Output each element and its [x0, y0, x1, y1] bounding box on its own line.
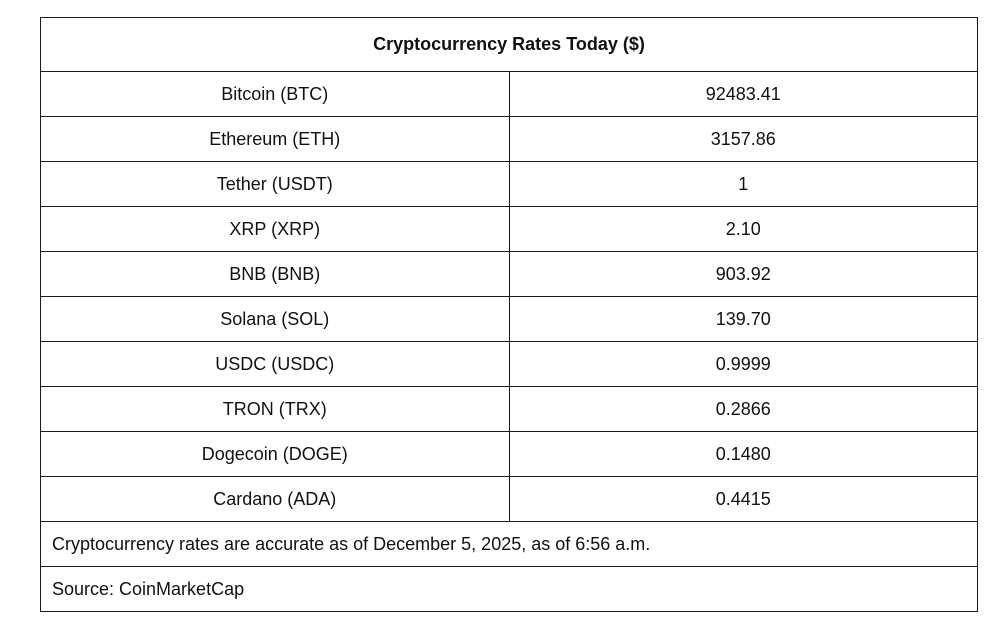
crypto-name-cell: Solana (SOL) [40, 296, 510, 342]
rates-timestamp-note: Cryptocurrency rates are accurate as of … [40, 521, 978, 567]
crypto-value-cell: 0.9999 [508, 341, 978, 387]
crypto-value-cell: 1 [508, 161, 978, 207]
crypto-name-cell: XRP (XRP) [40, 206, 510, 252]
table-source-row: Source: CoinMarketCap [40, 566, 978, 612]
crypto-value-cell: 0.4415 [508, 476, 978, 522]
table-row: Dogecoin (DOGE) 0.1480 [40, 431, 978, 477]
crypto-value-cell: 92483.41 [508, 71, 978, 117]
table-row: Bitcoin (BTC) 92483.41 [40, 71, 978, 117]
crypto-value-cell: 0.2866 [508, 386, 978, 432]
table-row: TRON (TRX) 0.2866 [40, 386, 978, 432]
crypto-name-cell: Bitcoin (BTC) [40, 71, 510, 117]
crypto-value-cell: 139.70 [508, 296, 978, 342]
crypto-name-cell: TRON (TRX) [40, 386, 510, 432]
table-row: BNB (BNB) 903.92 [40, 251, 978, 297]
crypto-value-cell: 0.1480 [508, 431, 978, 477]
table-row: Ethereum (ETH) 3157.86 [40, 116, 978, 162]
table-row: Tether (USDT) 1 [40, 161, 978, 207]
table-row: Cardano (ADA) 0.4415 [40, 476, 978, 522]
crypto-value-cell: 903.92 [508, 251, 978, 297]
crypto-name-cell: Cardano (ADA) [40, 476, 510, 522]
table-note-row: Cryptocurrency rates are accurate as of … [40, 521, 978, 567]
table-row: Solana (SOL) 139.70 [40, 296, 978, 342]
crypto-name-cell: BNB (BNB) [40, 251, 510, 297]
table-title: Cryptocurrency Rates Today ($) [40, 17, 978, 72]
crypto-value-cell: 3157.86 [508, 116, 978, 162]
table-title-row: Cryptocurrency Rates Today ($) [40, 17, 978, 72]
crypto-value-cell: 2.10 [508, 206, 978, 252]
crypto-rates-table: Cryptocurrency Rates Today ($) Bitcoin (… [40, 17, 978, 612]
crypto-name-cell: Dogecoin (DOGE) [40, 431, 510, 477]
table-row: USDC (USDC) 0.9999 [40, 341, 978, 387]
crypto-name-cell: Tether (USDT) [40, 161, 510, 207]
table-row: XRP (XRP) 2.10 [40, 206, 978, 252]
crypto-name-cell: USDC (USDC) [40, 341, 510, 387]
source-credit: Source: CoinMarketCap [40, 566, 978, 612]
crypto-name-cell: Ethereum (ETH) [40, 116, 510, 162]
